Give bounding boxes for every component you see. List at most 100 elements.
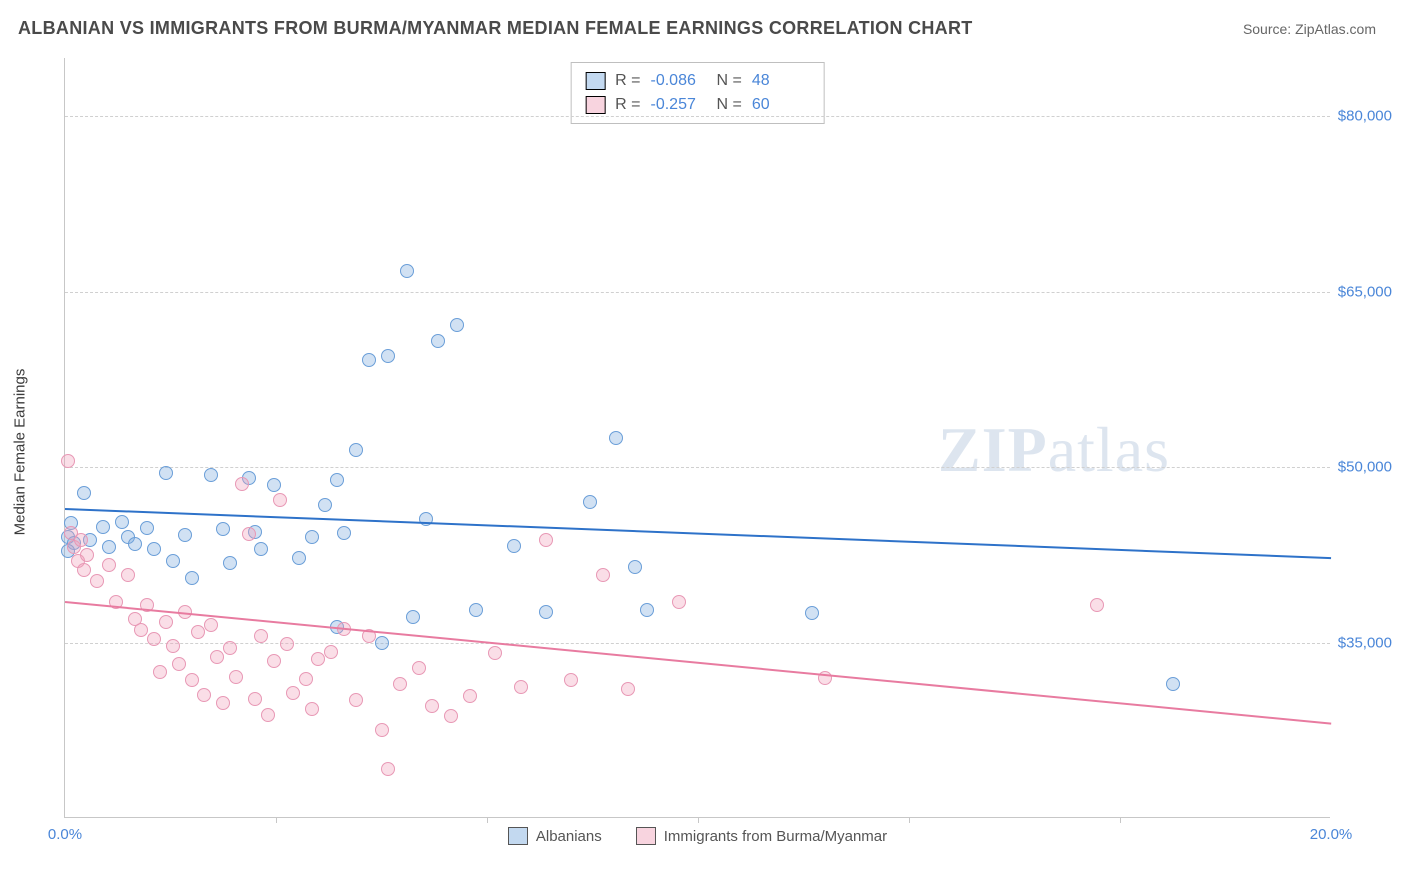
data-point: [223, 556, 237, 570]
data-point: [102, 540, 116, 554]
data-point: [204, 618, 218, 632]
data-point: [229, 670, 243, 684]
data-point: [805, 606, 819, 620]
data-point: [153, 665, 167, 679]
r-value-pink: -0.257: [651, 93, 707, 117]
data-point: [128, 537, 142, 551]
data-point: [514, 680, 528, 694]
legend-label-blue: Albanians: [536, 828, 602, 845]
data-point: [210, 650, 224, 664]
data-point: [609, 431, 623, 445]
y-tick-label: $80,000: [1337, 108, 1392, 125]
data-point: [507, 539, 521, 553]
data-point: [375, 723, 389, 737]
data-point: [292, 551, 306, 565]
data-point: [349, 443, 363, 457]
data-point: [406, 610, 420, 624]
y-tick-label: $65,000: [1337, 283, 1392, 300]
data-point: [254, 629, 268, 643]
y-axis-label: Median Female Earnings: [12, 369, 29, 536]
gridline-h: [65, 467, 1330, 468]
data-point: [1166, 677, 1180, 691]
data-point: [583, 495, 597, 509]
tick-v: [1120, 817, 1121, 823]
data-point: [185, 571, 199, 585]
data-point: [185, 673, 199, 687]
n-label: N =: [717, 93, 742, 117]
data-point: [140, 521, 154, 535]
swatch-blue: [585, 72, 605, 90]
data-point: [431, 334, 445, 348]
data-point: [349, 693, 363, 707]
y-tick-label: $35,000: [1337, 634, 1392, 651]
data-point: [299, 672, 313, 686]
plot-area: R = -0.086 N = 48 R = -0.257 N = 60 ZIPa…: [64, 58, 1330, 818]
series-legend: Albanians Immigrants from Burma/Myanmar: [65, 827, 1330, 845]
data-point: [280, 637, 294, 651]
data-point: [96, 520, 110, 534]
data-point: [267, 478, 281, 492]
data-point: [235, 477, 249, 491]
data-point: [305, 530, 319, 544]
data-point: [311, 652, 325, 666]
tick-v: [698, 817, 699, 823]
data-point: [362, 353, 376, 367]
swatch-pink: [636, 827, 656, 845]
data-point: [204, 468, 218, 482]
data-point: [564, 673, 578, 687]
data-point: [672, 595, 686, 609]
data-point: [216, 696, 230, 710]
data-point: [444, 709, 458, 723]
trend-line: [65, 601, 1331, 725]
r-label: R =: [615, 69, 640, 93]
gridline-h: [65, 643, 1330, 644]
data-point: [425, 699, 439, 713]
data-point: [621, 682, 635, 696]
legend-item-blue: Albanians: [508, 827, 602, 845]
legend-row-blue: R = -0.086 N = 48: [585, 69, 808, 93]
data-point: [223, 641, 237, 655]
legend-row-pink: R = -0.257 N = 60: [585, 93, 808, 117]
r-label: R =: [615, 93, 640, 117]
data-point: [77, 563, 91, 577]
data-point: [147, 632, 161, 646]
data-point: [273, 493, 287, 507]
data-point: [324, 645, 338, 659]
data-point: [115, 515, 129, 529]
data-point: [216, 522, 230, 536]
data-point: [102, 558, 116, 572]
data-point: [61, 454, 75, 468]
data-point: [640, 603, 654, 617]
correlation-legend: R = -0.086 N = 48 R = -0.257 N = 60: [570, 62, 825, 124]
tick-v: [487, 817, 488, 823]
gridline-h: [65, 292, 1330, 293]
data-point: [172, 657, 186, 671]
data-point: [488, 646, 502, 660]
r-value-blue: -0.086: [651, 69, 707, 93]
data-point: [539, 533, 553, 547]
data-point: [596, 568, 610, 582]
data-point: [469, 603, 483, 617]
data-point: [400, 264, 414, 278]
data-point: [337, 526, 351, 540]
data-point: [134, 623, 148, 637]
swatch-blue: [508, 827, 528, 845]
data-point: [628, 560, 642, 574]
data-point: [197, 688, 211, 702]
data-point: [286, 686, 300, 700]
x-tick-label: 0.0%: [48, 826, 82, 843]
gridline-h: [65, 116, 1330, 117]
data-point: [166, 639, 180, 653]
data-point: [191, 625, 205, 639]
data-point: [1090, 598, 1104, 612]
data-point: [121, 568, 135, 582]
data-point: [254, 542, 268, 556]
data-point: [539, 605, 553, 619]
data-point: [248, 692, 262, 706]
data-point: [159, 466, 173, 480]
data-point: [375, 636, 389, 650]
data-point: [267, 654, 281, 668]
n-value-pink: 60: [752, 93, 808, 117]
data-point: [318, 498, 332, 512]
data-point: [381, 349, 395, 363]
